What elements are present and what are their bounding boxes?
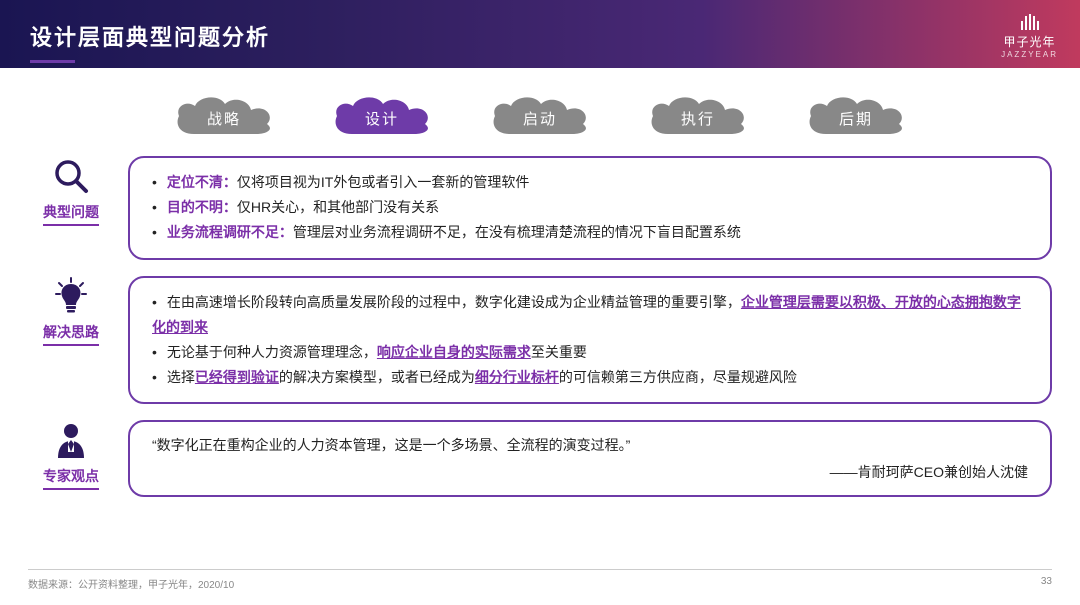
tab-label: 后期 (839, 108, 873, 129)
lightbulb-icon (28, 276, 114, 316)
section-label: 解决思路 (43, 322, 99, 346)
logo-bars-icon (1001, 14, 1058, 30)
section-box: 定位不清：仅将项目视为IT外包或者引入一套新的管理软件目的不明：仅HR关心，和其… (128, 156, 1052, 260)
quote-text: “数字化正在重构企业的人力资本管理，这是一个多场景、全流程的演变过程。” (152, 434, 1028, 456)
section-box: 在由高速增长阶段转向高质量发展阶段的过程中，数字化建设成为企业精益管理的重要引擎… (128, 276, 1052, 405)
quote-attribution: ——肯耐珂萨CEO兼创始人沈健 (152, 461, 1028, 483)
magnifier-icon (28, 156, 114, 196)
bullet-item: 选择已经得到验证的解决方案模型，或者已经成为细分行业标杆的可信赖第三方供应商，尽… (152, 365, 1028, 390)
page-title: 设计层面典型问题分析 (30, 20, 1050, 52)
tab-1: 设计 (327, 94, 437, 136)
footer-source: 数据来源：公开资料整理，甲子光年，2020/10 (28, 576, 234, 591)
bullet-item: 目的不明：仅HR关心，和其他部门没有关系 (152, 195, 1028, 220)
tab-0: 战略 (169, 94, 279, 136)
bullet-item: 在由高速增长阶段转向高质量发展阶段的过程中，数字化建设成为企业精益管理的重要引擎… (152, 290, 1028, 340)
section-row-0: 典型问题 定位不清：仅将项目视为IT外包或者引入一套新的管理软件目的不明：仅HR关… (28, 156, 1052, 260)
slide-footer: 数据来源：公开资料整理，甲子光年，2020/10 33 (28, 569, 1052, 591)
section-label: 专家观点 (43, 466, 99, 490)
brand-logo: 甲子光年 JAZZYEAR (1001, 14, 1058, 59)
slide-content: 典型问题 定位不清：仅将项目视为IT外包或者引入一套新的管理软件目的不明：仅HR关… (0, 136, 1080, 497)
tab-4: 后期 (801, 94, 911, 136)
person-icon (28, 420, 114, 460)
tab-label: 启动 (523, 108, 557, 129)
logo-text-en: JAZZYEAR (1001, 50, 1058, 59)
section-side: 专家观点 (28, 420, 114, 490)
section-side: 典型问题 (28, 156, 114, 226)
tab-label: 设计 (365, 108, 399, 129)
page-number: 33 (1041, 576, 1052, 591)
section-label: 典型问题 (43, 202, 99, 226)
section-side: 解决思路 (28, 276, 114, 346)
bullet-item: 业务流程调研不足：管理层对业务流程调研不足，在没有梳理清楚流程的情况下盲目配置系… (152, 220, 1028, 245)
tab-label: 战略 (207, 108, 241, 129)
section-row-1: 解决思路 在由高速增长阶段转向高质量发展阶段的过程中，数字化建设成为企业精益管理的… (28, 276, 1052, 405)
section-box: “数字化正在重构企业的人力资本管理，这是一个多场景、全流程的演变过程。” ——肯耐… (128, 420, 1052, 497)
slide-header: 设计层面典型问题分析 甲子光年 JAZZYEAR (0, 0, 1080, 68)
bullet-item: 定位不清：仅将项目视为IT外包或者引入一套新的管理软件 (152, 170, 1028, 195)
title-underline (30, 60, 75, 63)
stage-tabs: 战略 设计 启动 执行 后期 (0, 94, 1080, 136)
tab-2: 启动 (485, 94, 595, 136)
bullet-item: 无论基于何种人力资源管理理念，响应企业自身的实际需求至关重要 (152, 340, 1028, 365)
logo-text-cn: 甲子光年 (1001, 33, 1058, 50)
tab-3: 执行 (643, 94, 753, 136)
section-row-2: 专家观点 “数字化正在重构企业的人力资本管理，这是一个多场景、全流程的演变过程。”… (28, 420, 1052, 497)
tab-label: 执行 (681, 108, 715, 129)
